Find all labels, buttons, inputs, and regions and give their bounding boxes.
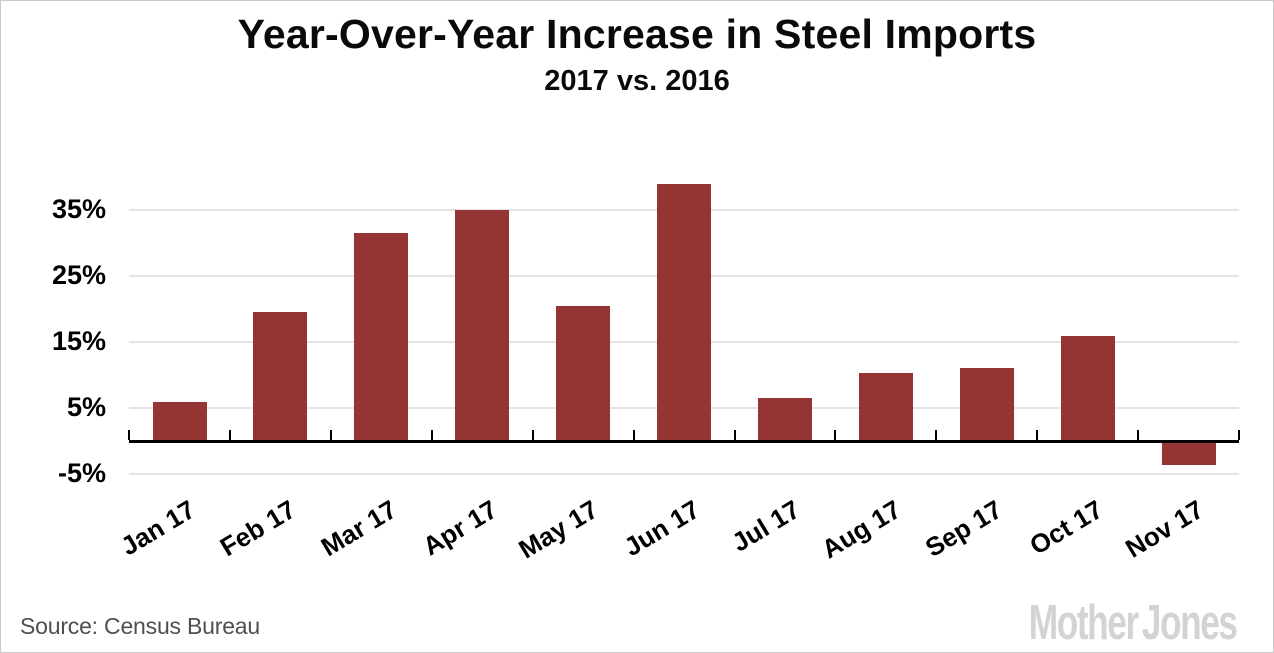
x-axis-tick-3 bbox=[430, 430, 433, 440]
bar-mar-17 bbox=[354, 233, 409, 441]
chart-subtitle: 2017 vs. 2016 bbox=[544, 65, 730, 97]
bar-aug-17 bbox=[858, 373, 913, 441]
bar-may-17 bbox=[556, 305, 611, 441]
x-tick-label-may-17: May 17 bbox=[513, 494, 604, 565]
bar-jan-17 bbox=[152, 402, 207, 441]
chart-title: Year-Over-Year Increase in Steel Imports bbox=[237, 11, 1037, 57]
bar-feb-17 bbox=[253, 311, 308, 441]
x-axis-tick-4 bbox=[531, 430, 534, 440]
y-tick-label-35: 35% bbox=[51, 194, 106, 224]
bar-oct-17 bbox=[1060, 336, 1115, 441]
x-axis-tick-10 bbox=[1137, 430, 1140, 440]
x-axis-tick-1 bbox=[228, 430, 231, 440]
x-axis-tick-0 bbox=[128, 430, 130, 440]
bar-apr-17 bbox=[455, 210, 510, 441]
x-axis-tick-9 bbox=[1036, 430, 1039, 440]
x-tick-label-mar-17: Mar 17 bbox=[315, 494, 402, 563]
x-axis-tick-2 bbox=[329, 430, 332, 440]
y-tick-label-25: 25% bbox=[51, 260, 106, 290]
x-axis-tick-11 bbox=[1238, 430, 1240, 440]
x-tick-label-sep-17: Sep 17 bbox=[919, 494, 1008, 563]
gridline--5 bbox=[129, 473, 1239, 475]
bar-sep-17 bbox=[959, 368, 1014, 441]
x-tick-label-apr-17: Apr 17 bbox=[417, 494, 503, 562]
source-credit: Source: Census Bureau bbox=[20, 613, 260, 639]
y-tick-label-15: 15% bbox=[51, 326, 106, 356]
x-axis-line bbox=[129, 440, 1239, 443]
bar-nov-17 bbox=[1161, 443, 1216, 465]
y-tick-label--5: -5% bbox=[57, 458, 106, 488]
x-axis-tick-8 bbox=[935, 430, 938, 440]
x-tick-label-oct-17: Oct 17 bbox=[1024, 494, 1109, 561]
x-axis-tick-5 bbox=[632, 430, 635, 440]
x-tick-label-feb-17: Feb 17 bbox=[214, 494, 301, 563]
x-tick-label-aug-17: Aug 17 bbox=[816, 494, 907, 565]
y-tick-label-5: 5% bbox=[66, 392, 106, 422]
bar-jun-17 bbox=[657, 183, 711, 441]
x-tick-label-jul-17: Jul 17 bbox=[726, 494, 806, 558]
x-axis-tick-6 bbox=[733, 430, 736, 440]
x-tick-label-nov-17: Nov 17 bbox=[1120, 494, 1209, 564]
x-tick-label-jun-17: Jun 17 bbox=[618, 494, 705, 563]
x-axis-tick-7 bbox=[834, 430, 837, 440]
x-tick-label-jan-17: Jan 17 bbox=[115, 494, 200, 562]
bar-jul-17 bbox=[757, 398, 812, 441]
motherjones-logo: Mother Jones bbox=[1029, 596, 1238, 650]
